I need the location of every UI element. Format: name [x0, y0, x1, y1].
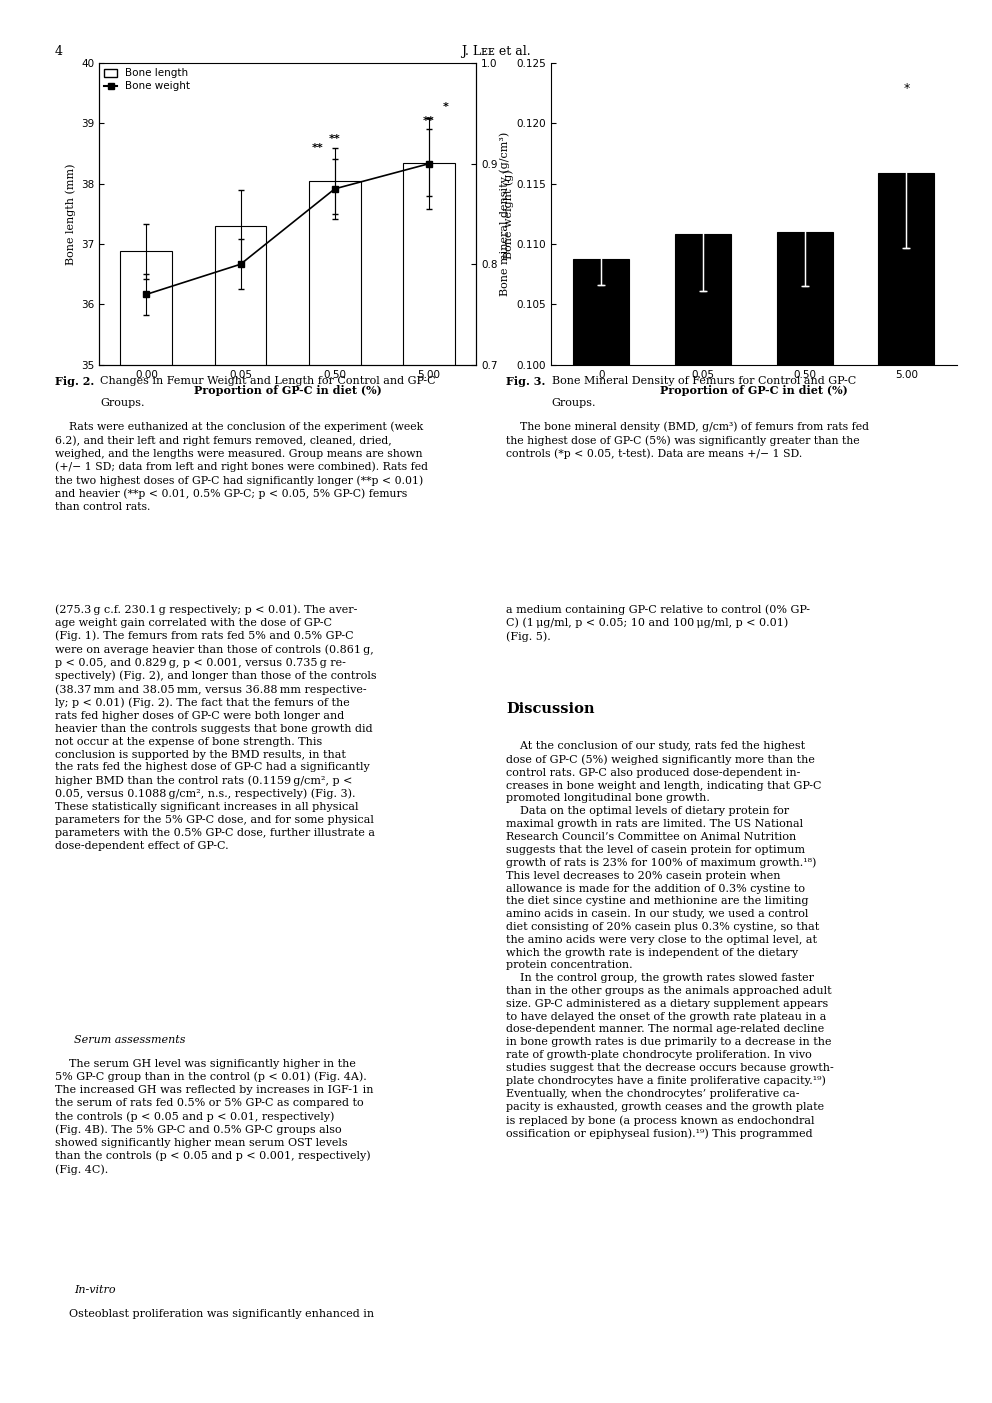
Y-axis label: Bone mineral density (g/cm³): Bone mineral density (g/cm³) — [500, 132, 511, 296]
Bar — [879, 173, 934, 1403]
Bar — [120, 251, 173, 1403]
Text: a medium containing GP-C relative to control (0% GP-
C) (1 μg/ml, p < 0.05; 10 a: a medium containing GP-C relative to con… — [506, 605, 809, 643]
Text: Osteoblast proliferation was significantly enhanced in: Osteoblast proliferation was significant… — [55, 1309, 374, 1319]
Bar — [214, 226, 267, 1403]
Bar — [573, 258, 629, 1403]
Text: Groups.: Groups. — [552, 398, 596, 408]
Text: Serum assessments: Serum assessments — [74, 1035, 186, 1045]
Text: **: ** — [424, 116, 434, 126]
Bar — [676, 234, 731, 1403]
Text: 4: 4 — [55, 45, 62, 58]
Text: **: ** — [329, 133, 340, 145]
Text: Bone Mineral Density of Femurs for Control and GP-C: Bone Mineral Density of Femurs for Contr… — [552, 376, 856, 386]
Text: Fig. 3.: Fig. 3. — [506, 376, 546, 387]
Text: **: ** — [311, 143, 323, 153]
X-axis label: Proportion of GP-C in diet (%): Proportion of GP-C in diet (%) — [660, 386, 848, 396]
Bar — [403, 163, 455, 1403]
Y-axis label: Bone weight (g): Bone weight (g) — [503, 170, 514, 258]
Text: At the conclusion of our study, rats fed the highest
dose of GP-C (5%) weighed s: At the conclusion of our study, rats fed… — [506, 741, 833, 1139]
Text: (275.3 g c.f. 230.1 g respectively; p < 0.01). The aver-
age weight gain correla: (275.3 g c.f. 230.1 g respectively; p < … — [55, 605, 376, 850]
Text: The serum GH level was significantly higher in the
5% GP-C group than in the con: The serum GH level was significantly hig… — [55, 1059, 373, 1176]
Text: J. Lᴇᴇ ​et al.: J. Lᴇᴇ ​et al. — [461, 45, 531, 58]
Y-axis label: Bone length (mm): Bone length (mm) — [64, 163, 75, 265]
Text: In-vitro: In-vitro — [74, 1285, 116, 1295]
X-axis label: Proportion of GP-C in diet (%): Proportion of GP-C in diet (%) — [193, 386, 382, 396]
Text: *: * — [904, 81, 910, 94]
Text: Changes in Femur Weight and Length for Control and GP-C: Changes in Femur Weight and Length for C… — [100, 376, 435, 386]
Text: The bone mineral density (BMD, g/cm³) of femurs from rats fed
the highest dose o: The bone mineral density (BMD, g/cm³) of… — [506, 422, 869, 459]
Text: Groups.: Groups. — [100, 398, 145, 408]
Legend: Bone length, Bone weight: Bone length, Bone weight — [104, 69, 190, 91]
Text: Rats were euthanized at the conclusion of the experiment (week
6.2), and their l: Rats were euthanized at the conclusion o… — [55, 422, 428, 512]
Text: Discussion: Discussion — [506, 702, 594, 716]
Bar — [309, 181, 361, 1403]
Text: *: * — [443, 102, 449, 112]
Bar — [777, 231, 832, 1403]
Text: Fig. 2.: Fig. 2. — [55, 376, 94, 387]
